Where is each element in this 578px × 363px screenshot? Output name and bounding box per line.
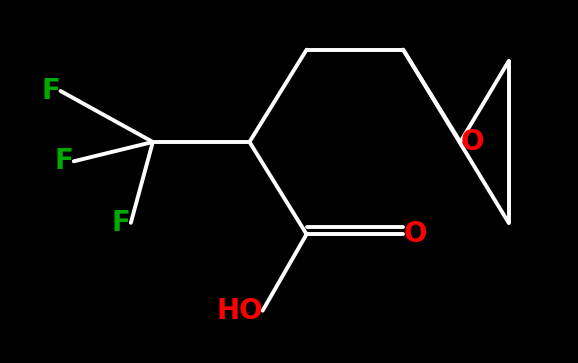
Text: F: F [112,209,131,237]
Text: F: F [55,147,74,175]
Text: HO: HO [216,297,262,325]
Text: O: O [403,220,427,248]
Text: F: F [42,77,61,105]
Text: O: O [460,128,484,156]
